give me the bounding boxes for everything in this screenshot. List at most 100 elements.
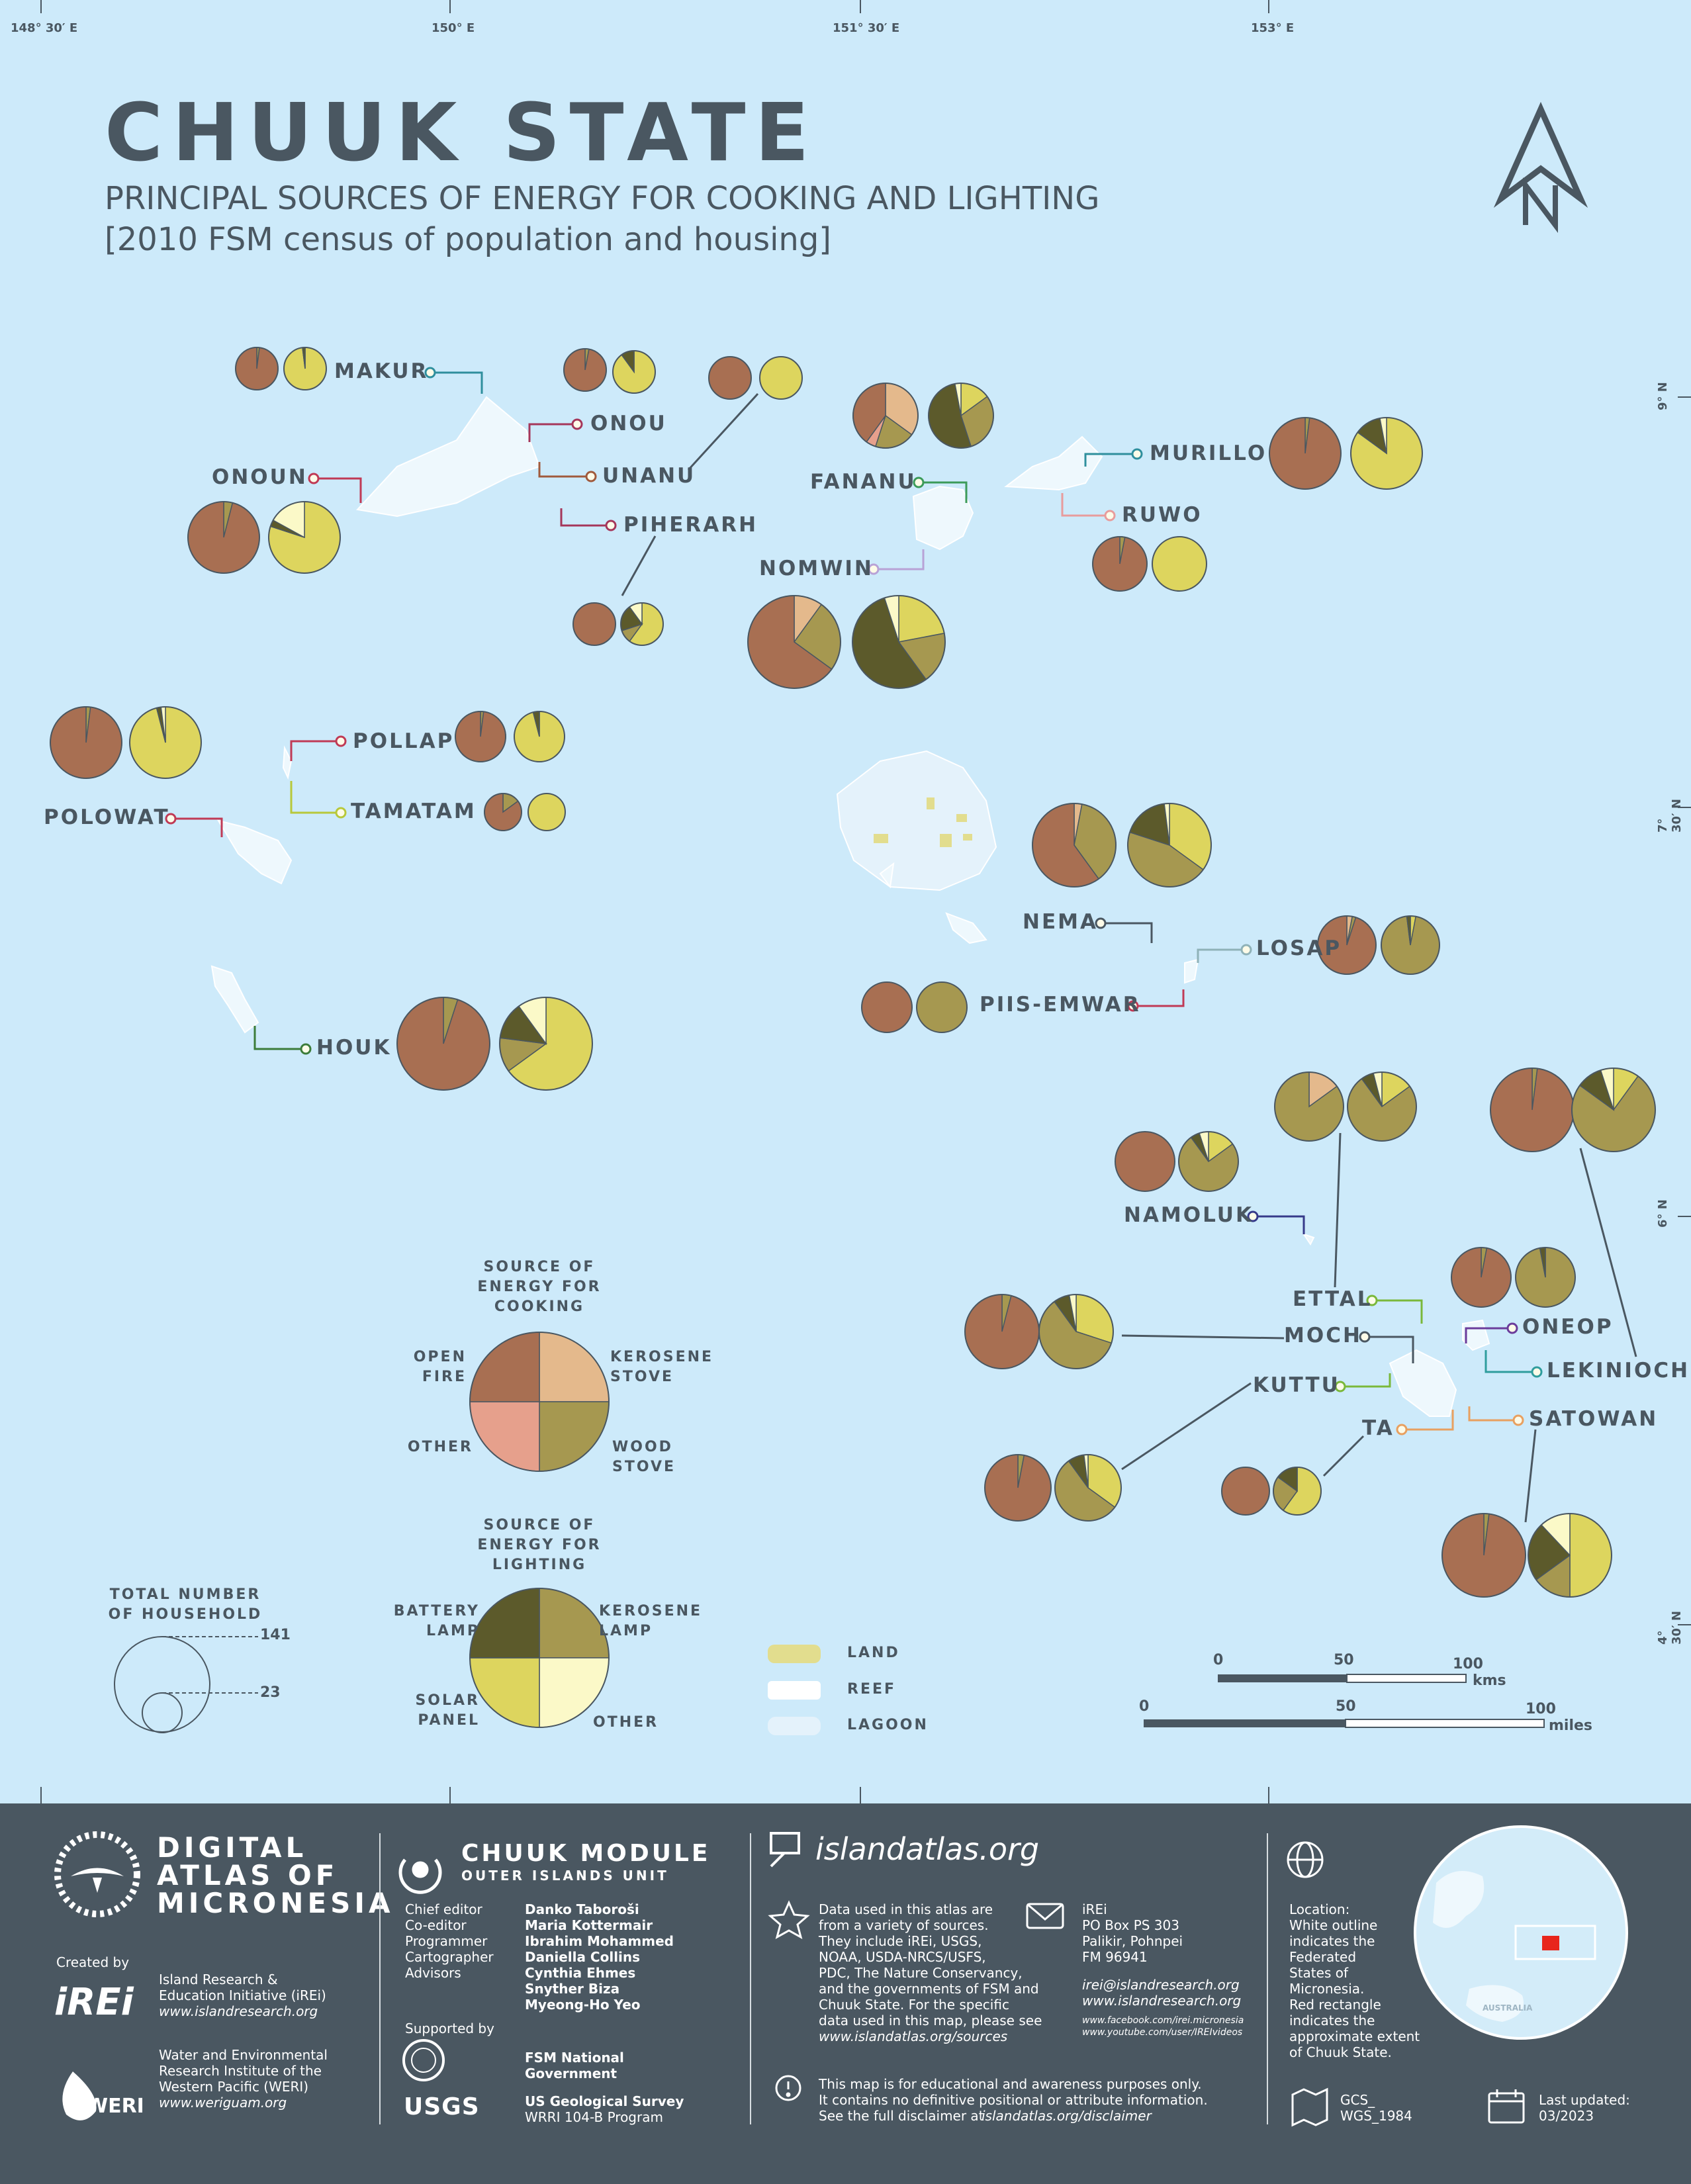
unanu-lighting-pie [759,356,803,400]
island-marker [1247,1210,1259,1222]
household-size-legend [114,1636,258,1733]
disclaimer-text: See the full disclaimer at [819,2108,984,2124]
island-marker [1334,1381,1346,1392]
footer-divider [379,1833,381,2124]
youtube-url[interactable]: www.youtube.com/user/IREIvideos [1082,2027,1243,2038]
island-label-nema: NEMA [1023,910,1098,934]
usgs-logo: USGS [404,2093,480,2120]
land-patches [874,797,972,847]
sources-text: PDC, The Nature Conservancy, [819,1965,1023,1981]
land-reef-lagoon-legend [768,1645,821,1735]
globe-cursor-icon [1287,1841,1324,1878]
piherarh-lighting-pie [620,602,664,646]
oneop-lighting-pie [1515,1247,1576,1308]
role-cartographer: Cartographer [405,1949,494,1965]
facebook-url[interactable]: www.facebook.com/irei.micronesia [1082,2015,1244,2026]
ruwo-cooking-pie [1092,536,1148,592]
location-text: Federated [1289,1949,1357,1965]
island-label-unanu: UNANU [602,464,696,488]
info-icon [775,2075,801,2101]
nomwin-cooking-pie [747,595,841,689]
island-label-satowan: SATOWAN [1529,1407,1659,1431]
north-arrow-icon [1493,101,1588,233]
island-marker [913,477,925,488]
website-link[interactable]: islandatlas.org [815,1831,1040,1867]
legend-cooking-pie [469,1332,610,1472]
irei-name-2: Education Initiative (iREi) [159,1987,326,2003]
moch-cooking-pie [964,1294,1040,1369]
polowat-lighting-pie [129,706,202,779]
island-label-pollap: POLLAP [353,729,455,753]
island-marker [1366,1295,1378,1306]
legend-open-fire: OPEN FIRE [413,1349,467,1385]
island-marker [1506,1322,1518,1334]
footer: DIGITAL ATLAS OF MICRONESIA Created by i… [0,1803,1691,2184]
island-marker [868,563,880,575]
person: Ibrahim Mohammed [525,1933,674,1949]
location-text: White outline [1289,1917,1378,1933]
projection-text: WGS_1984 [1340,2108,1412,2124]
calendar-icon [1488,2089,1525,2124]
island-marker [605,520,617,531]
scale-mi-0: 0 [1139,1698,1150,1715]
island-marker [1131,448,1143,460]
footer-divider [1267,1833,1268,2124]
island-label-tamatam: TAMATAM [351,799,477,823]
contact-email[interactable]: irei@islandresearch.org [1082,1977,1240,1993]
module-subtitle: OUTER ISLANDS UNIT [461,1868,669,1884]
pie-charts [50,347,1656,1598]
kuttu-cooking-pie [984,1454,1052,1522]
map-canvas [40,0,1691,1803]
legend-other-cooking: OTHER [407,1439,473,1455]
scale-km-100: 100 [1453,1656,1483,1672]
contact-url[interactable]: www.islandresearch.org [1082,1993,1242,2009]
last-updated-label: Last updated: [1539,2092,1630,2108]
island-label-nomwin: NOMWIN [759,557,874,580]
murillo-lighting-pie [1350,417,1423,490]
location-text: indicates the [1289,1933,1375,1949]
onoun-lighting-pie [268,501,341,574]
satowan-lighting-pie [1528,1513,1612,1598]
location-text: Red rectangle [1289,1997,1381,2013]
island-label-fananu: FANANU [810,470,917,494]
module-title: CHUUK MODULE [461,1840,711,1867]
island-label-lekinioch: LEKINIOCH [1547,1359,1690,1383]
weri-url[interactable]: www.weriguam.org [159,2095,287,2111]
island-label-ettal: ETTAL [1293,1287,1373,1311]
island-label-piherarh: PIHERARH [623,513,758,537]
island-markers [165,367,1543,1435]
polowat-cooking-pie [50,706,122,779]
mail-icon [1026,1903,1064,1929]
irei-name: Island Research & [159,1972,278,1987]
longitude-label: 153° E [1251,21,1295,35]
weri-name-3: Western Pacific (WERI) [159,2079,309,2095]
leader-lines [171,371,1637,1523]
person: Cynthia Ehmes [525,1965,636,1981]
usgs-name: US Geological Survey [525,2093,684,2109]
piis-emwar-cooking-pie [861,981,913,1033]
scale-mi-unit: miles [1549,1717,1593,1734]
legend-lagoon: LAGOON [847,1717,929,1733]
piherarh-cooking-pie [572,602,616,646]
island-marker [300,1043,312,1055]
scale-km-50: 50 [1334,1652,1354,1668]
namoluk-lighting-pie [1178,1131,1239,1192]
island-marker [1359,1331,1371,1343]
island-marker [424,367,436,379]
murillo-cooking-pie [1269,417,1342,490]
island-label-onoun: ONOUN [212,465,308,489]
legend-cooking-title: SOURCE OF ENERGY FOR COOKING [477,1259,602,1315]
onoun-cooking-pie [187,501,260,574]
irei-logo: iREi [54,1981,134,2024]
sources-text: They include iREi, USGS, [819,1933,982,1949]
makur-lighting-pie [283,347,327,390]
location-text: approximate extent [1289,2028,1420,2044]
contact-line: FM 96941 [1082,1949,1148,1965]
island-label-houk: HOUK [316,1036,392,1060]
sources-url[interactable]: www.islandatlas.org/sources [819,2028,1008,2044]
irei-url[interactable]: www.islandresearch.org [159,2003,318,2019]
location-text: States of [1289,1965,1348,1981]
disclaimer-url[interactable]: islandatlas.org/disclaimer [982,2108,1152,2124]
ettal-cooking-pie [1274,1071,1344,1142]
island-marker [585,471,597,482]
